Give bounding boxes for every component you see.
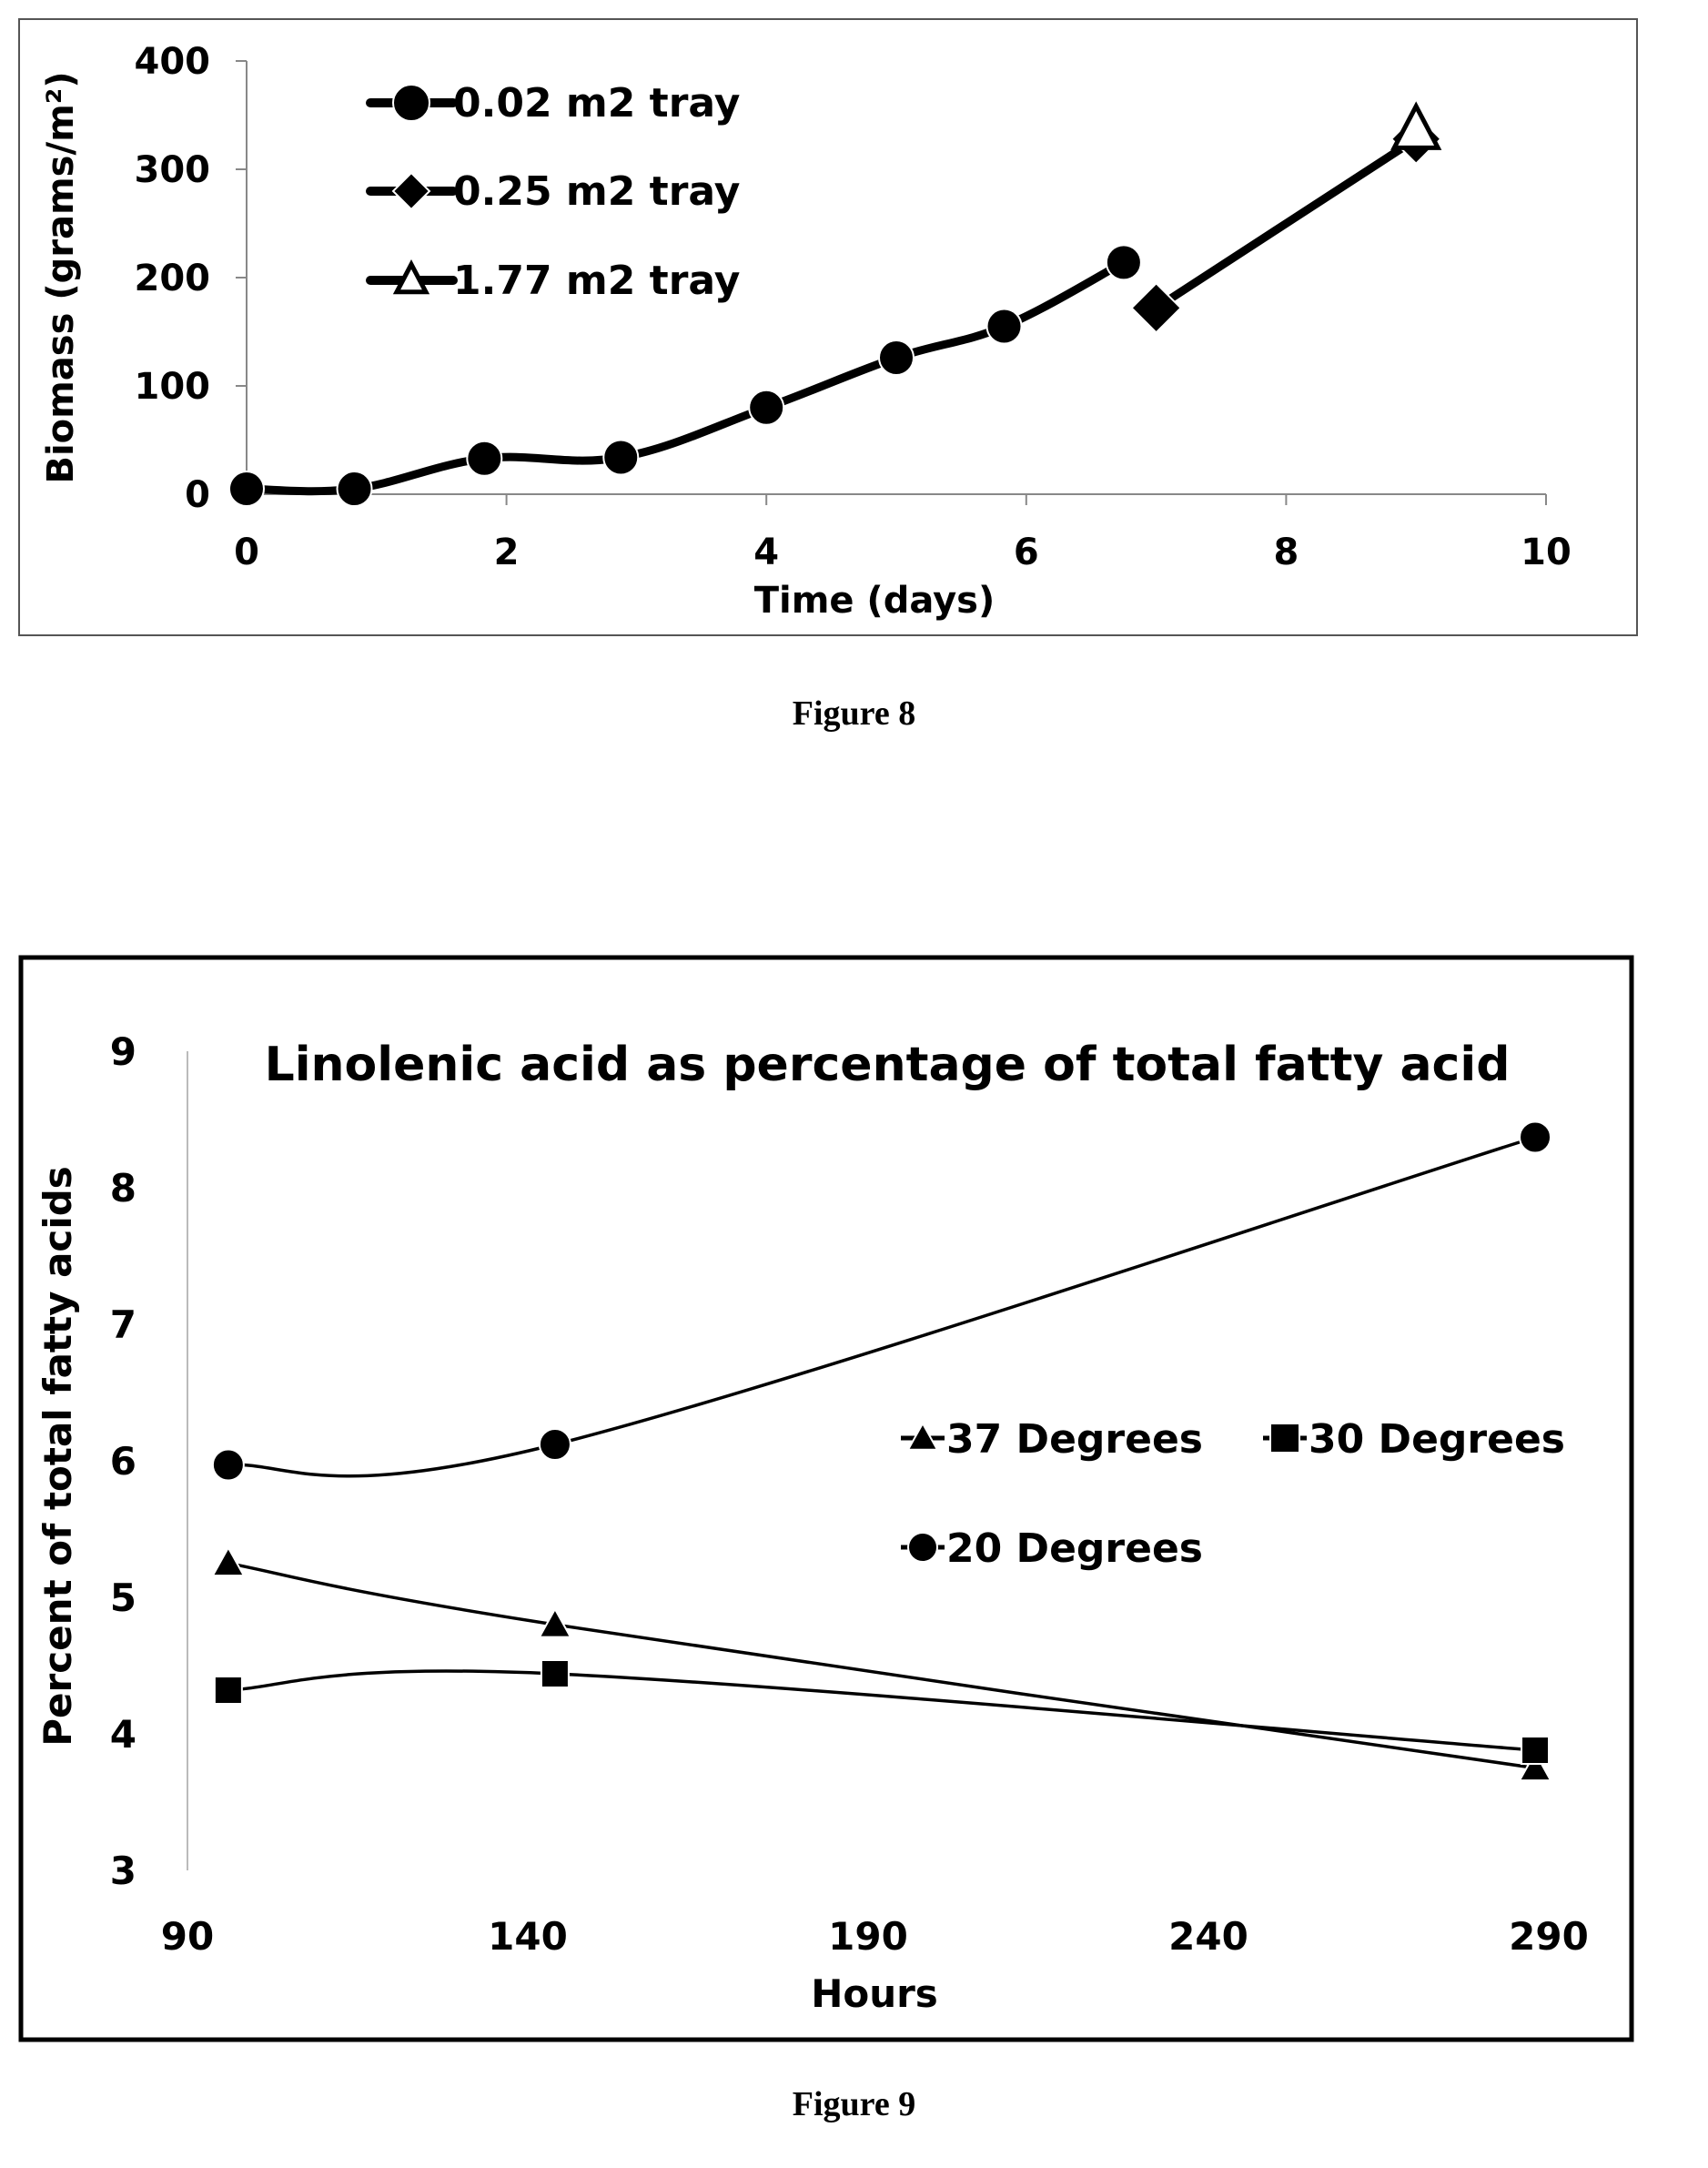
x-tick-label: 4 xyxy=(753,532,779,573)
x-tick-label: 8 xyxy=(1273,532,1299,573)
data-point xyxy=(1390,101,1442,150)
x-tick-label: 0 xyxy=(234,532,259,573)
legend-label: 0.25 m2 tray xyxy=(453,168,740,215)
legend-label: 0.02 m2 tray xyxy=(453,80,740,127)
figure-9-caption: Figure 9 xyxy=(792,2085,916,2123)
data-point xyxy=(1130,281,1183,334)
y-tick-label: 400 xyxy=(135,41,211,83)
y-tick-labels: 0 100 200 300 400 xyxy=(135,41,247,516)
x-tick-label: 6 xyxy=(1014,532,1039,573)
y-tick-label: 300 xyxy=(135,149,211,191)
y-tick-label: 0 xyxy=(185,474,210,516)
series-markers xyxy=(228,101,1442,508)
data-point xyxy=(602,439,640,476)
y-tick-label: 100 xyxy=(135,366,211,408)
data-point xyxy=(466,440,503,477)
chart-frame xyxy=(18,18,1638,636)
x-tick-label: 2 xyxy=(494,532,520,573)
data-point xyxy=(336,471,373,508)
x-axis-label: Time (days) xyxy=(754,580,995,622)
x-tick-label: 10 xyxy=(1521,532,1572,573)
data-point xyxy=(748,389,785,426)
data-point xyxy=(878,339,915,377)
legend-marker xyxy=(392,259,430,295)
data-point xyxy=(985,308,1023,345)
legend-marker xyxy=(391,171,431,211)
legend-label: 1.77 m2 tray xyxy=(453,258,740,304)
series-line-1 xyxy=(1154,135,1419,312)
legend: 0.02 m2 tray 0.25 m2 tray 1.77 m2 tray xyxy=(366,80,740,304)
y-tick-label: 200 xyxy=(135,258,211,299)
data-point xyxy=(1105,244,1142,281)
data-point xyxy=(228,471,265,508)
figure-8-caption: Figure 8 xyxy=(792,694,916,733)
x-tick-labels: 0 2 4 6 8 10 xyxy=(234,494,1572,573)
y-axis-label: Biomass (grams/m²) xyxy=(40,71,82,483)
legend-marker xyxy=(392,84,430,122)
